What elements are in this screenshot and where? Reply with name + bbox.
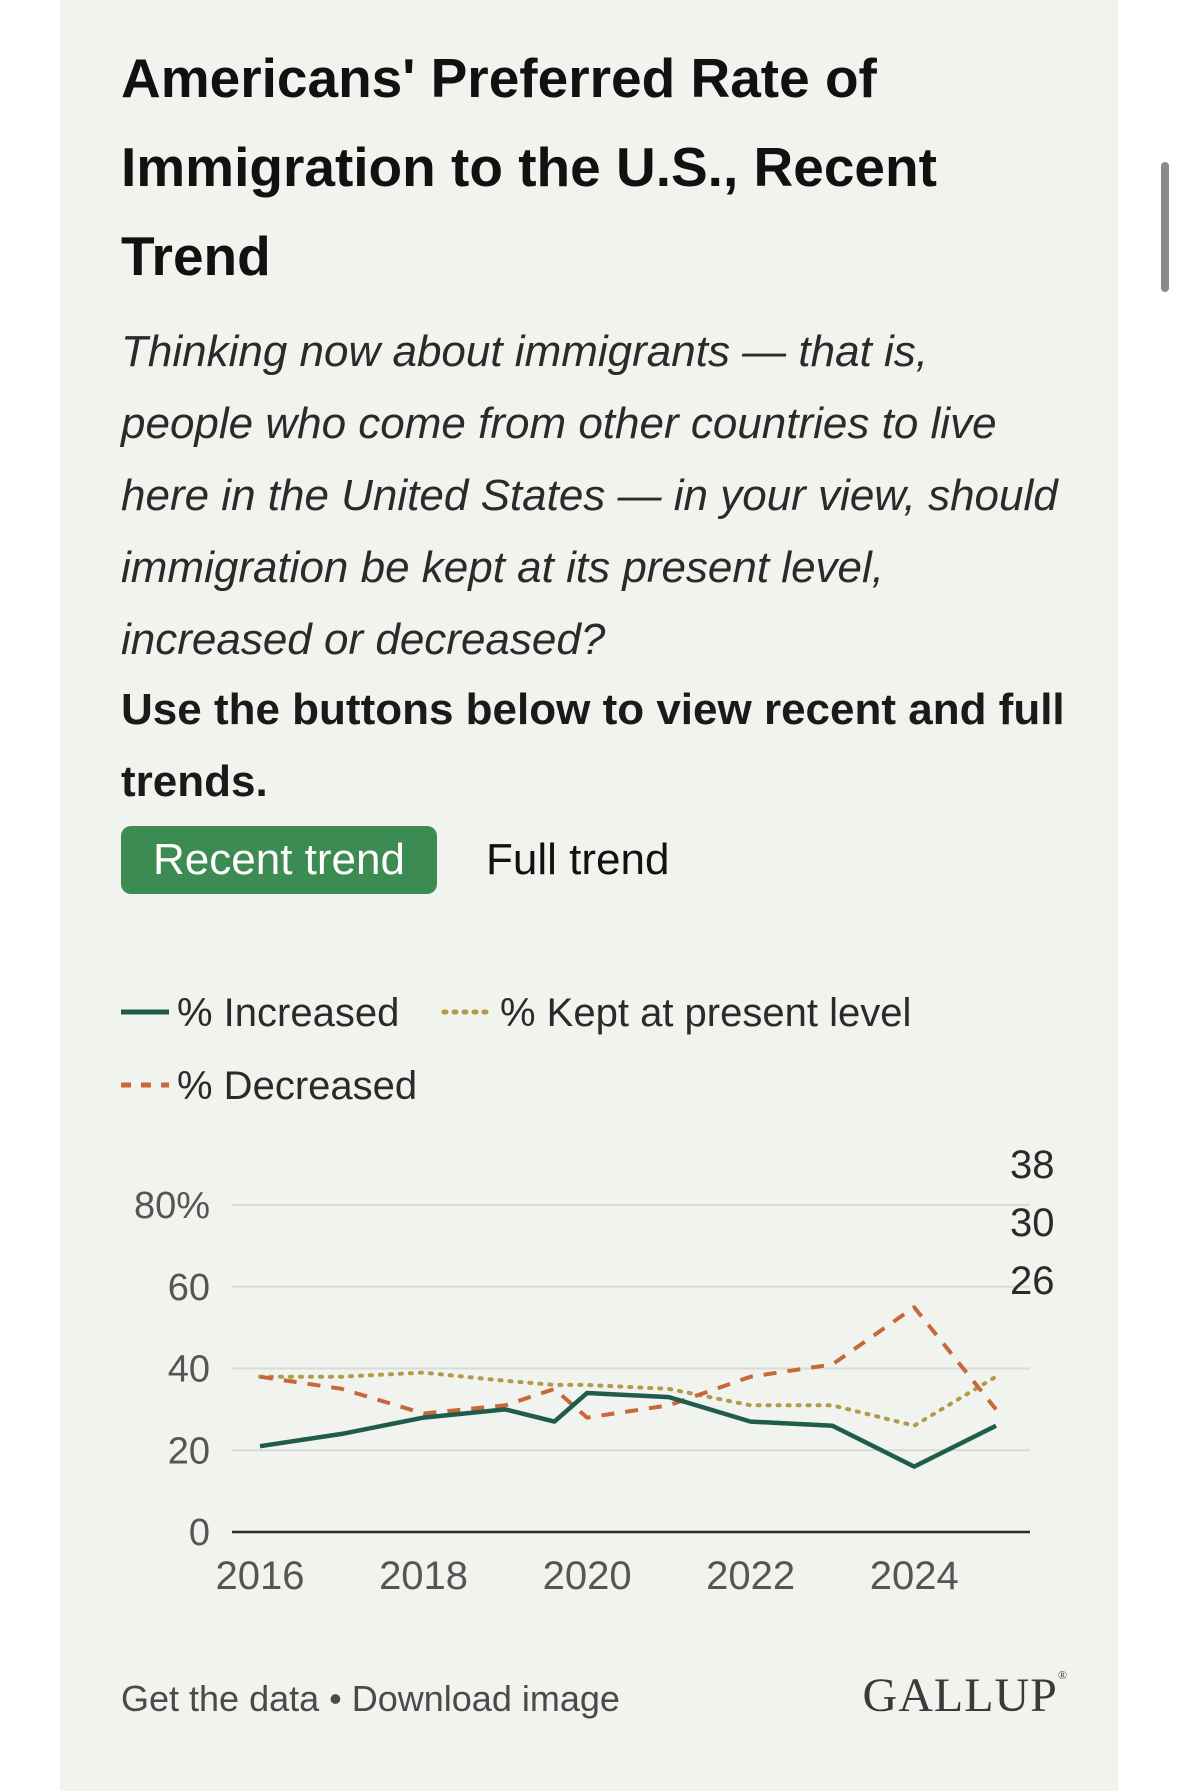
- legend-label-decreased: % Decreased: [177, 1064, 417, 1108]
- gallup-logo-text: GALLUP: [862, 1669, 1058, 1722]
- question-text: Thinking now about immigrants — that is,…: [121, 327, 1058, 664]
- y-tick-label: 40: [168, 1349, 210, 1391]
- footer-links: Get the data • Download image: [121, 1678, 620, 1720]
- y-axis: 0 20 40 60 80%: [134, 1185, 210, 1554]
- legend-label-kept: % Kept at present level: [500, 991, 911, 1035]
- x-tick-label: 2016: [216, 1554, 305, 1598]
- end-label-decreased: 30: [1010, 1201, 1055, 1245]
- get-the-data-link[interactable]: Get the data: [121, 1678, 320, 1719]
- legend-label-increased: % Increased: [177, 991, 399, 1035]
- chart-legend: % Increased % Kept at present level % Decr…: [121, 991, 911, 1108]
- instruction-text: Use the buttons below to view recent and…: [121, 685, 1065, 806]
- download-image-link[interactable]: Download image: [351, 1678, 620, 1719]
- series-line-kept: [258, 1370, 998, 1428]
- x-tick-label: 2022: [706, 1554, 795, 1598]
- scrollbar[interactable]: [1161, 162, 1169, 292]
- end-label-increased: 26: [1010, 1259, 1055, 1303]
- chart-series: [258, 1305, 998, 1469]
- page-title: Americans' Preferred Rate of Immigration…: [121, 47, 937, 287]
- end-labels: 38 30 26: [1010, 1143, 1055, 1303]
- y-tick-label: 60: [168, 1267, 210, 1309]
- y-tick-label: 20: [168, 1430, 210, 1472]
- x-axis: 2016 2018 2020 2022 2024: [216, 1554, 959, 1598]
- chart-grid: [232, 1204, 1030, 1534]
- series-line-decreased: [259, 1305, 998, 1420]
- y-tick-label: 80%: [134, 1185, 210, 1227]
- y-tick-label: 0: [189, 1512, 210, 1554]
- x-tick-label: 2020: [543, 1554, 632, 1598]
- series-line-increased: [259, 1390, 998, 1469]
- x-tick-label: 2024: [870, 1554, 959, 1598]
- gallup-logo: GALLUP®: [862, 1668, 1068, 1722]
- end-label-kept: 38: [1010, 1143, 1055, 1187]
- recent-trend-button[interactable]: Recent trend: [121, 826, 437, 894]
- x-tick-label: 2018: [379, 1554, 468, 1598]
- line-chart: % Increased % Kept at present level % Decr…: [121, 991, 1055, 1598]
- chart-card: Americans' Preferred Rate of Immigration…: [60, 0, 1118, 1791]
- full-trend-button[interactable]: Full trend: [486, 826, 716, 894]
- footer-separator: •: [319, 1678, 352, 1719]
